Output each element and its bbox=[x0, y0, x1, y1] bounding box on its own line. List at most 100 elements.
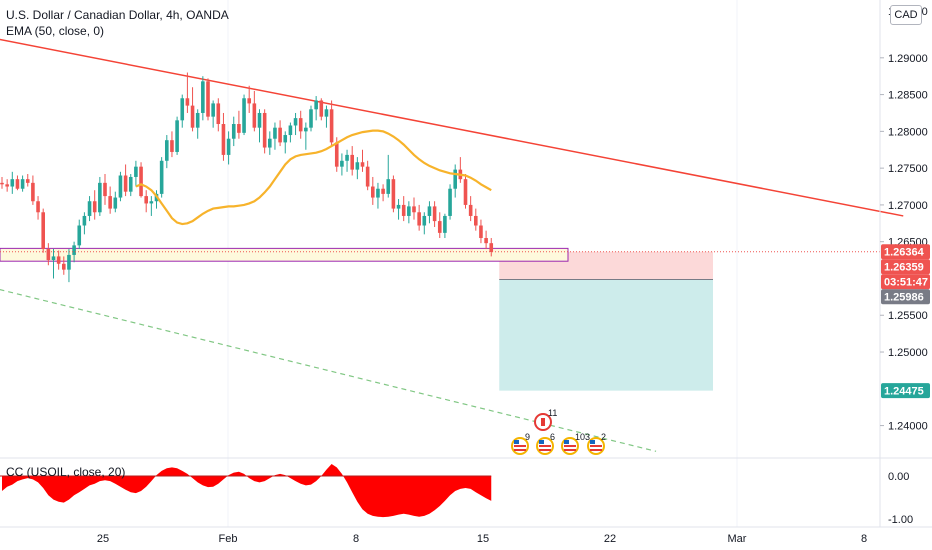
candle-body bbox=[309, 109, 313, 128]
candle-body bbox=[128, 176, 133, 192]
support-zone[interactable] bbox=[0, 247, 569, 262]
candle-body bbox=[67, 254, 71, 270]
candle-body bbox=[288, 125, 293, 136]
candle-body bbox=[226, 138, 231, 155]
position-zones[interactable] bbox=[499, 251, 713, 391]
candle-body bbox=[474, 215, 478, 226]
candle-body bbox=[31, 182, 35, 202]
time-label: Feb bbox=[219, 533, 238, 545]
event-us-icon[interactable]: 103 bbox=[561, 432, 590, 455]
price-tick-label: 1.25000 bbox=[888, 347, 928, 359]
candle-body bbox=[175, 120, 179, 152]
symbol-title[interactable]: U.S. Dollar / Canadian Dollar, 4h, OANDA bbox=[6, 8, 229, 22]
candle-body bbox=[376, 188, 380, 198]
candle-body bbox=[77, 225, 82, 246]
candle-body bbox=[293, 118, 298, 126]
candle-body bbox=[298, 118, 303, 132]
candle-body bbox=[422, 215, 427, 226]
flag-stripe bbox=[590, 449, 602, 451]
price-tick-label: 1.24000 bbox=[888, 421, 928, 433]
price-axis[interactable]: 1.290001.285001.280001.275001.270001.265… bbox=[880, 6, 928, 433]
flag-stripe bbox=[514, 449, 526, 451]
candle-body bbox=[489, 243, 494, 252]
candle-body bbox=[190, 105, 195, 128]
candle-body bbox=[123, 175, 128, 192]
time-label: Mar bbox=[728, 533, 747, 545]
price-tick-label: 1.27000 bbox=[888, 200, 928, 212]
candle-body bbox=[5, 184, 9, 187]
position-entry-tag-bg bbox=[881, 289, 930, 305]
event-count: 6 bbox=[550, 432, 555, 442]
candle-body bbox=[62, 263, 66, 270]
event-count: 11 bbox=[548, 408, 557, 418]
candle-body bbox=[98, 182, 102, 213]
time-label: 8 bbox=[861, 533, 867, 545]
take-profit-tag-bg bbox=[881, 383, 930, 399]
price-tick-label: 1.28000 bbox=[888, 126, 928, 138]
dashed-trendline bbox=[0, 289, 657, 452]
candle-body bbox=[463, 179, 468, 205]
candle-body bbox=[82, 215, 87, 226]
candle-body bbox=[365, 166, 370, 187]
candle-body bbox=[324, 109, 329, 117]
candle-body bbox=[159, 160, 164, 194]
candle-body bbox=[118, 175, 123, 198]
candle-body bbox=[391, 179, 396, 209]
candlestick-series bbox=[0, 72, 494, 283]
candle-body bbox=[417, 212, 421, 226]
candle-body bbox=[381, 188, 385, 194]
candle-body bbox=[407, 206, 411, 216]
candle-body bbox=[221, 124, 226, 155]
candle-body bbox=[448, 188, 452, 216]
event-count: 2 bbox=[601, 432, 606, 442]
price-tick-label: 1.29000 bbox=[888, 53, 928, 65]
candle-body bbox=[443, 215, 447, 233]
countdown-tag-bg bbox=[881, 274, 930, 290]
candle-body bbox=[360, 162, 365, 167]
ema-line bbox=[135, 129, 492, 226]
candle-body bbox=[144, 196, 148, 204]
candle-body bbox=[206, 81, 210, 117]
event-us-icon[interactable]: 2 bbox=[587, 432, 606, 455]
price-tags: 1.26364 1.26359 03:51:47 1.25986 1.24475 bbox=[881, 244, 930, 399]
time-label: 15 bbox=[477, 533, 489, 545]
entry-price-tag-bg bbox=[881, 259, 930, 275]
take-profit-tag: 1.24475 bbox=[884, 386, 924, 398]
cc-area bbox=[2, 464, 492, 518]
event-us-icon[interactable]: 6 bbox=[536, 432, 555, 455]
drawn-lines[interactable] bbox=[0, 38, 904, 452]
candle-body bbox=[371, 186, 375, 198]
candle-body bbox=[252, 103, 257, 128]
candle-body bbox=[51, 256, 56, 261]
candle-body bbox=[149, 201, 154, 204]
candle-body bbox=[113, 197, 118, 209]
candle-body bbox=[211, 103, 215, 117]
flag-canton bbox=[539, 440, 544, 444]
currency-button[interactable]: CAD bbox=[890, 5, 922, 25]
cc-tick-label: -1.00 bbox=[888, 514, 913, 526]
candle-body bbox=[268, 138, 272, 148]
candle-body bbox=[329, 109, 334, 143]
candle-body bbox=[201, 81, 205, 113]
candle-body bbox=[36, 201, 40, 213]
candle-body bbox=[56, 256, 61, 264]
ema-legend[interactable]: EMA (50, close, 0) bbox=[6, 24, 105, 38]
candle-body bbox=[355, 162, 360, 170]
candle-body bbox=[468, 204, 473, 216]
event-canada-icon[interactable]: 11 bbox=[534, 408, 557, 431]
event-count: 9 bbox=[525, 432, 530, 442]
candle-body bbox=[165, 140, 169, 161]
candle-body bbox=[0, 182, 4, 185]
economic-events[interactable]: 11 9 6 103 2 bbox=[511, 408, 606, 455]
event-us-icon[interactable]: 9 bbox=[511, 432, 530, 455]
flag-stripe bbox=[539, 445, 551, 447]
time-axis[interactable]: 25 Feb 8 15 22 Mar 8 bbox=[97, 533, 867, 545]
cc-legend[interactable]: CC (USOIL, close, 20) bbox=[6, 465, 126, 479]
candle-body bbox=[139, 166, 143, 197]
flag-stripe bbox=[539, 449, 551, 451]
flag-canton bbox=[514, 440, 519, 444]
candle-body bbox=[41, 212, 45, 250]
cc-axis: 0.00 -1.00 bbox=[888, 471, 913, 526]
candle-body bbox=[134, 166, 138, 177]
